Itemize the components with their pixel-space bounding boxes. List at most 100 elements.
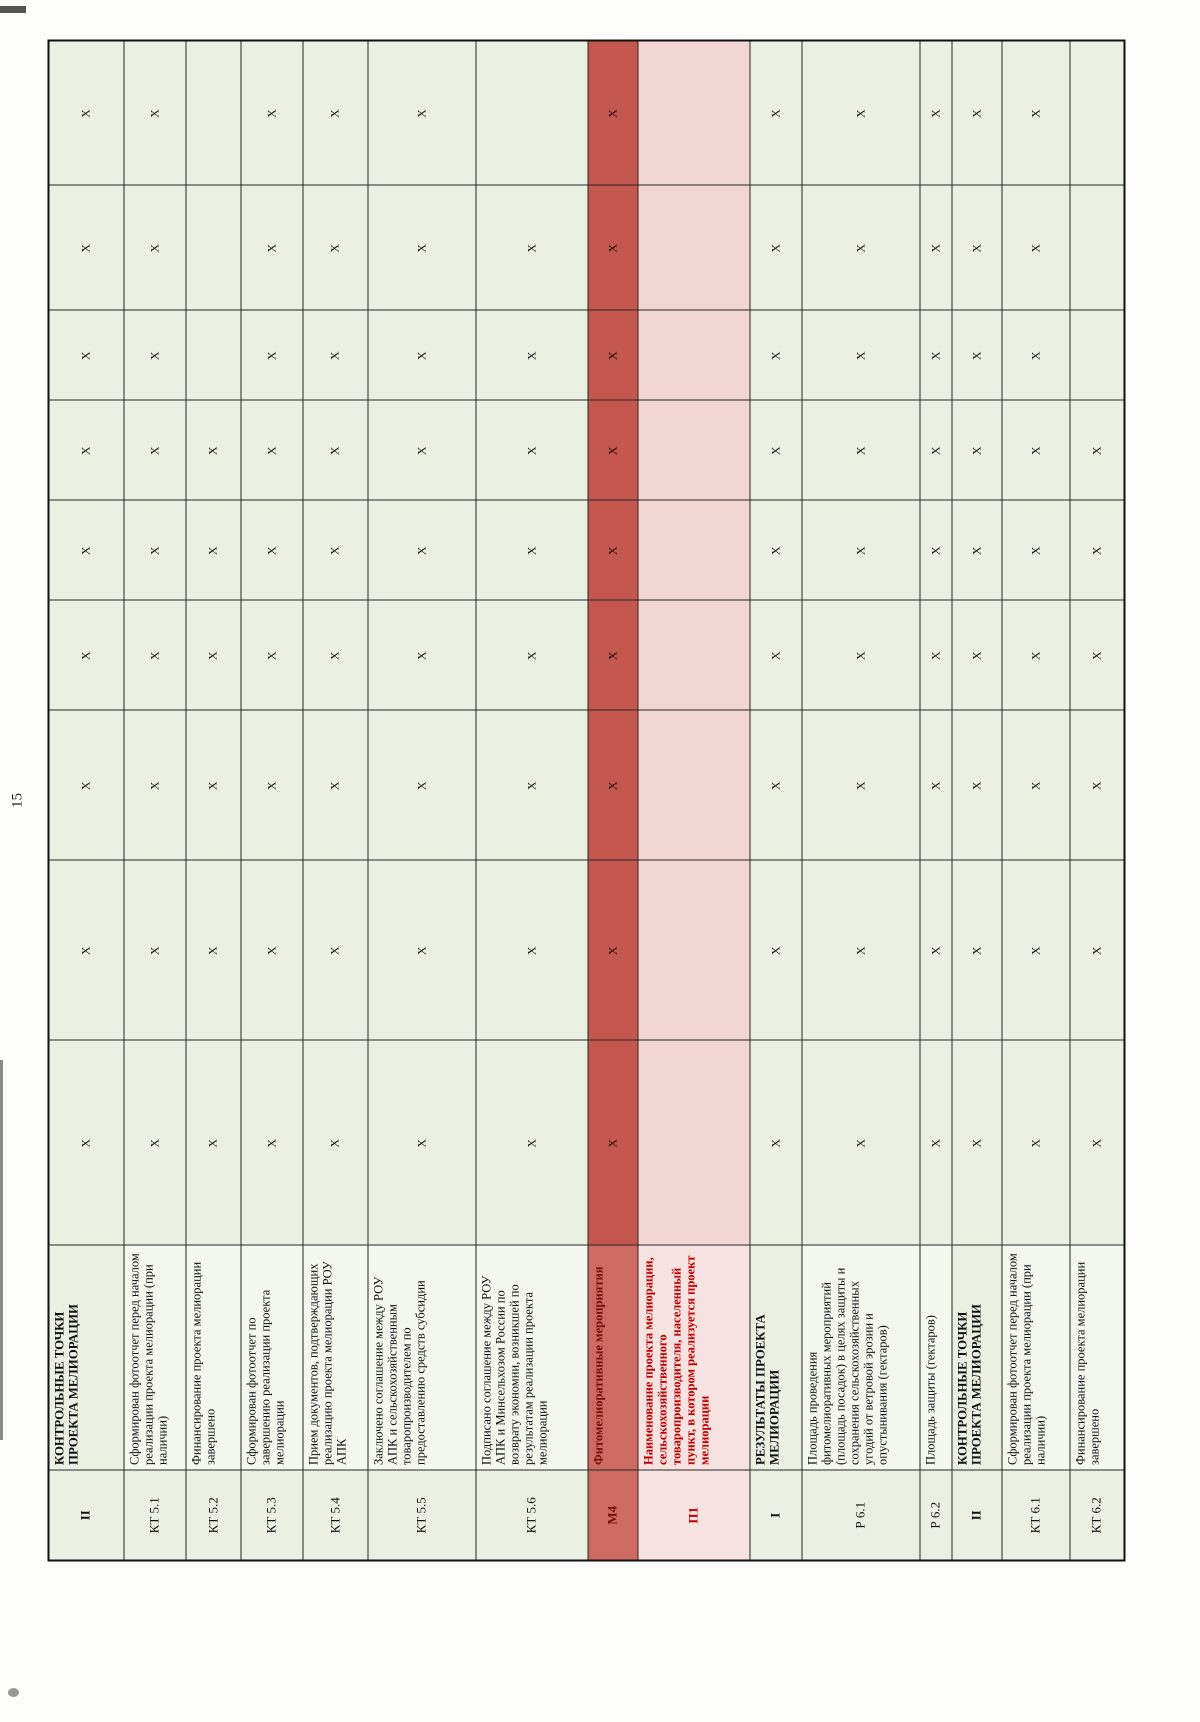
row-code-cell: I	[749, 1470, 802, 1561]
empty-cell	[1069, 310, 1125, 401]
table-row: КТ 5.6 Подписано соглашение между РОУ АПК…	[475, 40, 588, 1561]
x-mark-cell: X	[48, 310, 124, 401]
x-mark-cell: X	[587, 185, 638, 311]
row-desc-cell: Заключено соглашение между РОУ АПК и сел…	[367, 1245, 476, 1471]
empty-cell	[185, 310, 241, 401]
x-mark-cell: X	[749, 400, 802, 501]
x-mark-cell: X	[1001, 40, 1070, 186]
x-mark-cell: X	[587, 40, 638, 186]
row-desc-cell: Сформирован фотоотчет перед началом реал…	[1001, 1245, 1070, 1471]
x-mark-cell: X	[48, 860, 124, 1041]
row-desc-cell: Сформирован фотоотчет по завершению реал…	[240, 1245, 303, 1471]
x-mark-cell: X	[749, 310, 802, 401]
x-mark-cell: X	[302, 710, 368, 861]
x-mark-cell: X	[475, 860, 588, 1041]
empty-cell	[637, 710, 750, 861]
x-mark-cell: X	[185, 600, 241, 711]
scan-artifact-bottom-left-mark	[8, 1688, 19, 1697]
x-mark-cell: X	[240, 310, 303, 401]
x-mark-cell: X	[48, 600, 124, 711]
x-mark-cell: X	[48, 710, 124, 861]
x-mark-cell: X	[749, 1040, 802, 1246]
x-mark-cell: X	[475, 500, 588, 601]
table-row: КТ 5.2 Финансирование проекта мелиорации …	[185, 40, 241, 1561]
x-mark-cell: X	[185, 500, 241, 601]
row-code-cell: КТ 5.3	[240, 1470, 303, 1561]
x-mark-cell: X	[951, 500, 1002, 601]
x-mark-cell: X	[801, 600, 920, 711]
x-mark-cell: X	[240, 40, 303, 186]
x-mark-cell: X	[302, 185, 368, 311]
x-mark-cell: X	[919, 310, 952, 401]
x-mark-cell: X	[919, 400, 952, 501]
empty-cell	[637, 500, 750, 601]
empty-cell	[185, 40, 241, 186]
x-mark-cell: X	[123, 600, 186, 711]
x-mark-cell: X	[48, 1040, 124, 1246]
x-mark-cell: X	[1069, 710, 1125, 861]
empty-cell	[475, 40, 588, 186]
empty-cell	[185, 185, 241, 311]
table-row: II КОНТРОЛЬНЫЕ ТОЧКИ ПРОЕКТА МЕЛИОРАЦИИ X X…	[48, 40, 124, 1561]
x-mark-cell: X	[302, 310, 368, 401]
x-mark-cell: X	[185, 860, 241, 1041]
x-mark-cell: X	[185, 1040, 241, 1246]
row-desc-cell: Финансирование проекта мелиорации заверш…	[185, 1245, 241, 1471]
x-mark-cell: X	[302, 500, 368, 601]
x-mark-cell: X	[919, 40, 952, 186]
table-row: II КОНТРОЛЬНЫЕ ТОЧКИ ПРОЕКТА МЕЛИОРАЦИИ X X…	[951, 40, 1002, 1561]
x-mark-cell: X	[475, 400, 588, 501]
x-mark-cell: X	[367, 185, 476, 311]
x-mark-cell: X	[240, 1040, 303, 1246]
row-desc-cell: КОНТРОЛЬНЫЕ ТОЧКИ ПРОЕКТА МЕЛИОРАЦИИ	[951, 1245, 1002, 1471]
x-mark-cell: X	[749, 600, 802, 711]
x-mark-cell: X	[240, 860, 303, 1041]
empty-cell	[1069, 40, 1125, 186]
table-row: КТ 6.1 Сформирован фотоотчет перед начало…	[1001, 40, 1070, 1561]
x-mark-cell: X	[749, 860, 802, 1041]
x-mark-cell: X	[302, 860, 368, 1041]
x-mark-cell: X	[951, 600, 1002, 711]
empty-cell	[637, 40, 750, 186]
row-code-cell: КТ 5.4	[302, 1470, 368, 1561]
x-mark-cell: X	[1069, 1040, 1125, 1246]
row-code-cell: КТ 6.1	[1001, 1470, 1070, 1561]
row-desc-cell: РЕЗУЛЬТАТЫ ПРОЕКТА МЕЛИОРАЦИИ	[749, 1245, 802, 1471]
x-mark-cell: X	[240, 185, 303, 311]
row-code-cell: П1	[637, 1470, 750, 1561]
x-mark-cell: X	[1001, 400, 1070, 501]
x-mark-cell: X	[123, 310, 186, 401]
x-mark-cell: X	[123, 185, 186, 311]
x-mark-cell: X	[367, 310, 476, 401]
x-mark-cell: X	[801, 185, 920, 311]
x-mark-cell: X	[475, 310, 588, 401]
x-mark-cell: X	[1001, 860, 1070, 1041]
x-mark-cell: X	[919, 710, 952, 861]
x-mark-cell: X	[919, 500, 952, 601]
row-desc-cell: Площадь проведения фитомелиоративных мер…	[801, 1245, 920, 1471]
x-mark-cell: X	[919, 860, 952, 1041]
x-mark-cell: X	[302, 40, 368, 186]
x-mark-cell: X	[302, 400, 368, 501]
table-row: КТ 5.4 Прием документов, подтверждающих р…	[302, 40, 368, 1561]
x-mark-cell: X	[801, 710, 920, 861]
x-mark-cell: X	[1001, 1040, 1070, 1246]
rotated-table-area: 15 II КОНТРОЛЬНЫЕ ТОЧКИ ПРОЕКТА МЕЛИОРАЦИ…	[10, 36, 1165, 1566]
row-code-cell: М4	[587, 1470, 638, 1561]
row-code-cell: II	[951, 1470, 1002, 1561]
row-desc-cell: Сформирован фотоотчет перед началом реал…	[123, 1245, 186, 1471]
x-mark-cell: X	[1001, 185, 1070, 311]
x-mark-cell: X	[240, 500, 303, 601]
x-mark-cell: X	[587, 500, 638, 601]
row-desc-cell: Фитомелиоративные мероприятия	[587, 1245, 638, 1471]
x-mark-cell: X	[123, 400, 186, 501]
scan-artifact-top-left-mark	[0, 6, 26, 13]
x-mark-cell: X	[801, 40, 920, 186]
row-desc-cell: Подписано соглашение между РОУ АПК и Мин…	[475, 1245, 588, 1471]
row-desc-cell: КОНТРОЛЬНЫЕ ТОЧКИ ПРОЕКТА МЕЛИОРАЦИИ	[48, 1245, 124, 1471]
table-row: КТ 5.5 Заключено соглашение между РОУ АПК…	[367, 40, 476, 1561]
table-row: Р 6.2 Площадь защиты (гектаров) X X X X X X X X X	[919, 40, 952, 1561]
x-mark-cell: X	[951, 710, 1002, 861]
empty-cell	[1069, 185, 1125, 311]
